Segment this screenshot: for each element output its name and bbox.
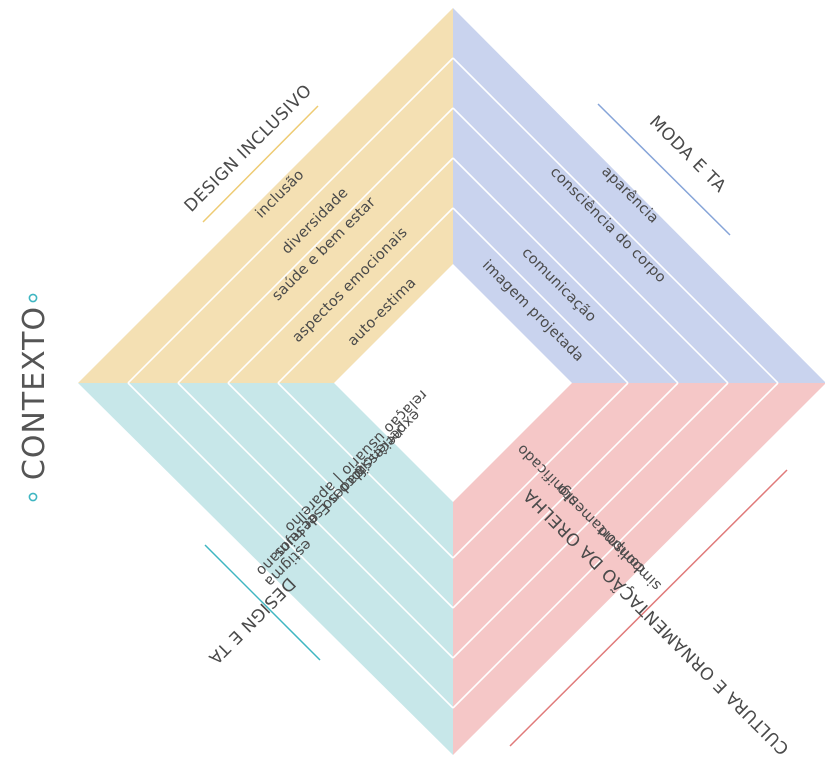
- context-dot-top-icon: [28, 293, 38, 303]
- quadrant-moda-e-ta: [453, 8, 825, 383]
- stripe-lines: [127, 57, 779, 709]
- context-dot-bottom-icon: [28, 492, 38, 502]
- accent-line-cultura: [509, 469, 788, 747]
- quadrant-cultura: [453, 383, 825, 755]
- quadrant-design-e-ta: [78, 383, 453, 755]
- title-moda-e-ta: MODA E TA: [645, 112, 730, 197]
- quadrant-design-inclusivo: [78, 8, 453, 383]
- title-design-e-ta: DESIGN E TA: [204, 573, 299, 668]
- accent-line-design-e-ta: [204, 544, 321, 661]
- accent-line-design-inclusivo: [202, 105, 319, 223]
- accent-line-moda-e-ta: [597, 103, 731, 236]
- context-label: CONTEXTO: [17, 306, 52, 480]
